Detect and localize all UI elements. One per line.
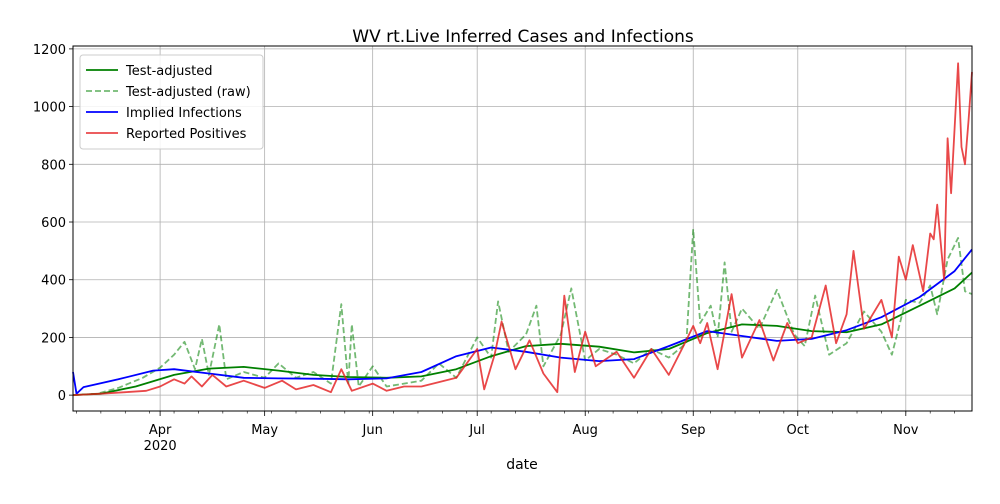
y-tick-label: 1200 [33,43,66,58]
y-tick-label: 200 [41,331,66,346]
x-tick-label: Nov [893,423,919,438]
legend-label: Test-adjusted [125,64,212,79]
series-line-3 [72,62,973,396]
x-tick-label: Sep [681,423,706,438]
legend-label: Reported Positives [126,127,247,142]
x-tick-label: May [251,423,278,438]
legend: Test-adjusted Test-adjusted (raw) Implied … [79,54,264,150]
plot-frame [72,45,973,412]
series-layer [72,62,973,396]
series-line-2 [72,248,973,395]
legend-label: Test-adjusted (raw) [125,85,251,100]
y-tick-label: 800 [41,158,66,173]
y-tick-label: 0 [58,389,66,404]
x-tick-label: Aug [573,423,598,438]
chart-title: WV rt.Live Inferred Cases and Infections [352,27,694,47]
legend-box [79,54,264,150]
legend-label: Implied Infections [126,106,242,121]
y-tick-label: 1000 [33,101,66,116]
x-tick-label: Jun [362,423,383,438]
x-axis-label: date [506,457,538,473]
x-tick-label: Jul [468,423,485,438]
x-tick-label: Oct [787,423,809,438]
y-tick-label: 600 [41,216,66,231]
x-tick-sublabel: 2020 [144,439,177,454]
y-tick-label: 400 [41,274,66,289]
x-tick-label: Apr [149,423,172,438]
